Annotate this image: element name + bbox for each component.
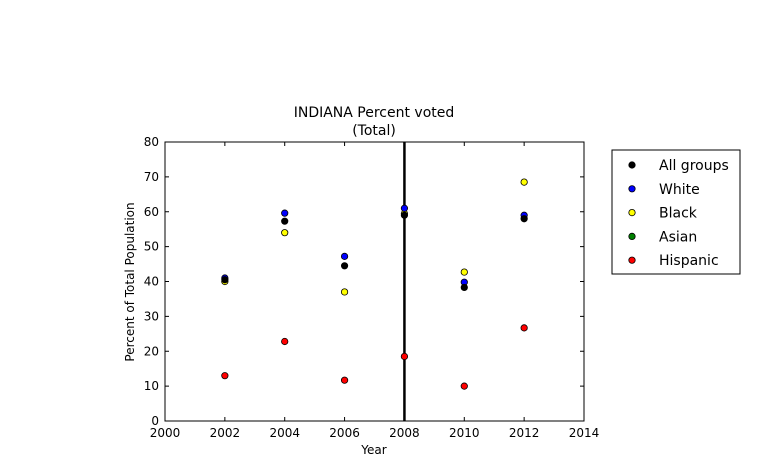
point-hispanic xyxy=(221,372,229,380)
legend-marker xyxy=(628,209,636,217)
x-tick-label: 2008 xyxy=(389,426,420,440)
x-tick-label: 2006 xyxy=(329,426,360,440)
y-tick-label: 60 xyxy=(144,205,159,219)
point-hispanic xyxy=(400,352,409,361)
point-white xyxy=(281,209,289,217)
point-hispanic xyxy=(340,376,349,384)
legend-marker xyxy=(628,256,636,264)
point-all-groups xyxy=(281,217,289,225)
point-black xyxy=(340,288,349,296)
point-hispanic xyxy=(281,337,289,346)
chart-title: INDIANA Percent voted xyxy=(294,105,455,121)
x-tick-label: 2002 xyxy=(210,426,241,440)
point-black xyxy=(281,229,289,237)
legend-marker xyxy=(628,232,636,240)
legend: All groups White Black Asian Hispanic xyxy=(611,149,741,275)
y-tick-label: 80 xyxy=(144,135,159,149)
y-axis-label: Percent of Total Population xyxy=(123,202,137,361)
point-all-groups xyxy=(221,276,229,284)
y-tick-label: 70 xyxy=(144,170,159,184)
legend-marker xyxy=(628,185,636,193)
legend-label: Hispanic xyxy=(659,253,719,269)
x-axis-label: Year xyxy=(360,443,386,457)
point-all-groups xyxy=(520,215,528,223)
y-tick-label: 30 xyxy=(144,309,159,323)
legend-label: White xyxy=(659,182,700,198)
plot-area xyxy=(164,141,585,422)
point-hispanic xyxy=(460,382,468,390)
x-tick-label: 2010 xyxy=(449,426,480,440)
legend-label: Asian xyxy=(659,229,697,245)
point-black xyxy=(520,178,528,186)
legend-marker xyxy=(628,161,636,169)
point-hispanic xyxy=(520,324,528,332)
x-tick-label: 2012 xyxy=(509,426,540,440)
legend-label: All groups xyxy=(659,158,729,174)
legend-box xyxy=(611,149,741,275)
x-tick-label: 2000 xyxy=(150,426,181,440)
data-points xyxy=(221,178,528,390)
point-white xyxy=(340,252,349,260)
y-tick-label: 50 xyxy=(144,240,159,254)
x-tick-label: 2004 xyxy=(269,426,300,440)
y-tick-label: 10 xyxy=(144,379,159,393)
y-axis: 0 10 20 30 40 50 60 70 80 xyxy=(144,135,584,428)
y-tick-label: 40 xyxy=(144,275,159,289)
legend-label: Black xyxy=(659,206,698,222)
y-tick-label: 20 xyxy=(144,344,159,358)
point-white xyxy=(400,204,409,212)
chart-subtitle: (Total) xyxy=(352,123,396,139)
point-all-groups xyxy=(460,283,468,292)
x-tick-label: 2014 xyxy=(569,426,600,440)
point-black xyxy=(460,268,468,276)
point-all-groups xyxy=(340,262,349,270)
x-axis: 2000 2002 2004 2006 2008 2010 2012 2014 xyxy=(150,142,600,440)
y-tick-label: 0 xyxy=(151,414,159,428)
point-all-groups xyxy=(400,211,409,219)
